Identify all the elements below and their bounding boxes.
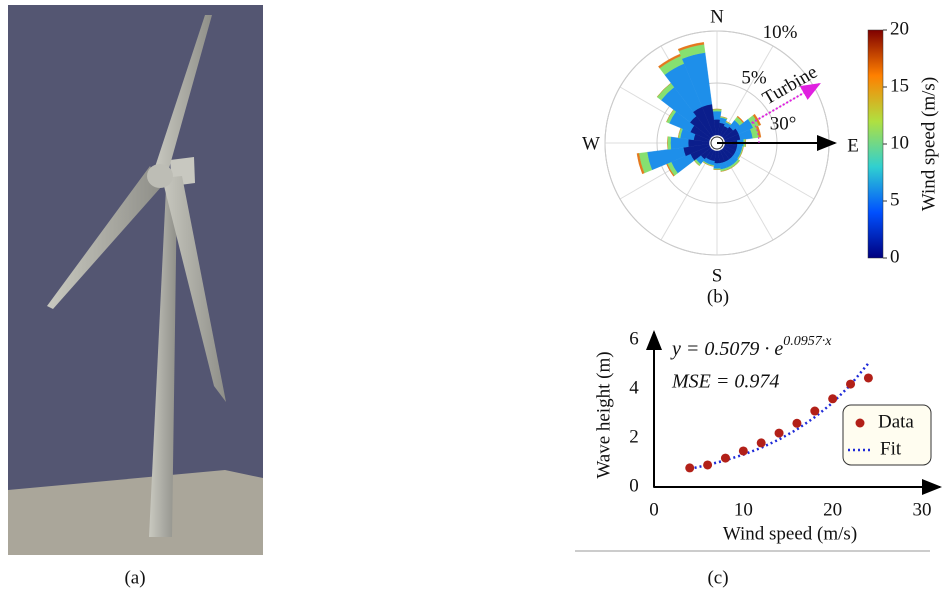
compass-label: W	[582, 133, 600, 154]
legend-label: Data	[878, 411, 914, 432]
turbine-render	[8, 5, 263, 555]
equation: y = 0.5079 · e0.0957·x	[670, 334, 832, 359]
y-axis-label: Wave height (m)	[593, 351, 614, 478]
rose-segment	[713, 111, 721, 120]
legend-marker	[856, 419, 865, 428]
colorbar-tick-label: 0	[890, 246, 900, 267]
y-tick-label: 2	[629, 426, 639, 447]
panel-label: (a)	[124, 567, 145, 588]
x-tick-label: 30	[913, 499, 932, 520]
data-point	[685, 463, 694, 472]
data-point	[792, 419, 801, 428]
data-point	[775, 429, 784, 438]
colorbar-tick-label: 15	[890, 75, 909, 96]
y-tick-label: 4	[629, 377, 639, 398]
colorbar-tick-label: 20	[890, 18, 909, 39]
x-axis-label: Wind speed (m/s)	[723, 523, 857, 544]
data-point	[864, 373, 873, 382]
x-tick-label: 0	[649, 499, 659, 520]
colorbar	[868, 30, 883, 258]
data-point	[828, 394, 837, 403]
rose-segment	[667, 137, 671, 150]
data-point	[703, 460, 712, 469]
rose-segment	[713, 109, 722, 111]
mse: MSE = 0.974	[671, 371, 779, 393]
angle-label: 30°	[770, 113, 797, 134]
y-tick-label: 6	[629, 328, 639, 349]
equation-exponent: 0.0957·x	[783, 334, 832, 349]
x-tick-label: 20	[823, 499, 842, 520]
data-point	[757, 438, 766, 447]
data-point	[846, 380, 855, 389]
data-point	[739, 446, 748, 455]
colorbar-tick-label: 10	[890, 132, 909, 153]
ring-label: 5%	[741, 67, 767, 88]
compass-label: S	[712, 265, 723, 286]
compass-label: N	[710, 6, 724, 27]
equation-base: y = 0.5079 · e	[670, 338, 783, 360]
compass-label: E	[847, 135, 859, 156]
rose-segment	[714, 163, 721, 168]
panel-label: (b)	[707, 286, 729, 307]
colorbar-label: Wind speed (m/s)	[918, 77, 939, 211]
legend-label: Fit	[880, 438, 902, 459]
y-tick-label: 0	[629, 475, 639, 496]
colorbar-tick-label: 5	[890, 189, 900, 210]
x-tick-label: 10	[734, 499, 753, 520]
data-point	[810, 407, 819, 416]
ring-label: 10%	[763, 22, 798, 43]
panel-label: (c)	[707, 567, 728, 588]
data-point	[721, 454, 730, 463]
